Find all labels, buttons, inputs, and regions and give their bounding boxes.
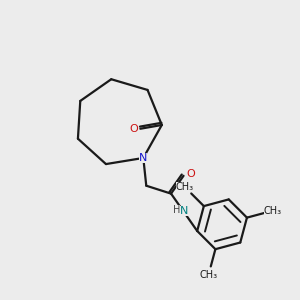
Text: CH₃: CH₃ [200, 270, 217, 280]
Text: O: O [129, 124, 138, 134]
Text: CH₃: CH₃ [176, 182, 194, 192]
Text: CH₃: CH₃ [264, 206, 282, 216]
Text: O: O [186, 169, 195, 179]
Text: H: H [173, 206, 180, 215]
Text: N: N [139, 153, 148, 163]
Text: N: N [180, 206, 189, 217]
